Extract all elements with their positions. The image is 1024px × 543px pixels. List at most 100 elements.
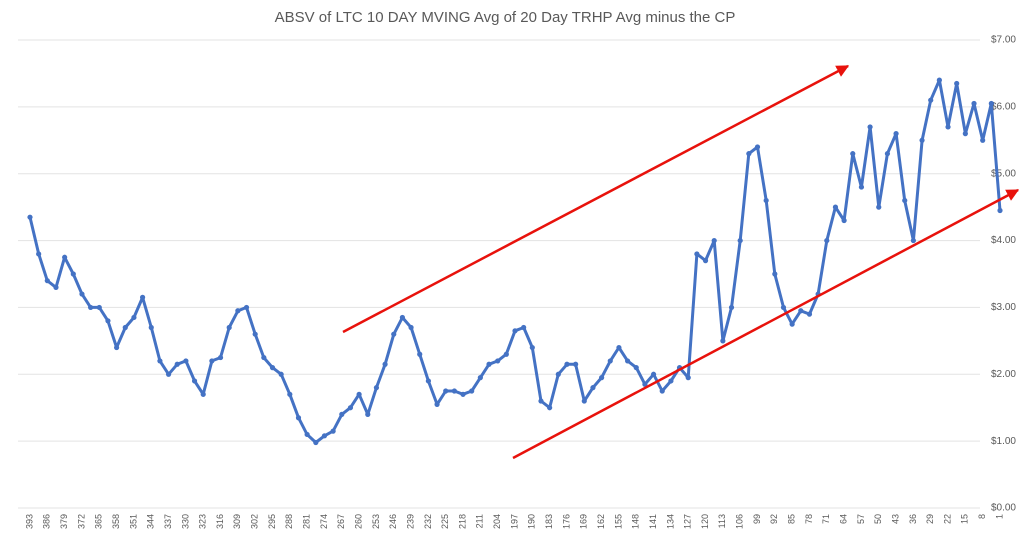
x-tick-label: 232 — [423, 514, 433, 529]
x-tick-label: 141 — [648, 514, 658, 529]
point — [590, 385, 596, 391]
x-tick-label: 281 — [302, 514, 312, 529]
x-tick-label: 162 — [596, 514, 606, 529]
point — [36, 251, 42, 257]
point — [737, 237, 743, 244]
point — [668, 378, 674, 384]
point — [876, 204, 882, 210]
point — [858, 184, 865, 190]
point — [191, 378, 198, 384]
point — [243, 304, 250, 311]
point — [650, 371, 657, 377]
x-tick-label: 344 — [146, 514, 156, 529]
point — [434, 401, 440, 407]
point — [399, 314, 406, 321]
point — [183, 358, 189, 364]
point — [417, 351, 423, 357]
point — [122, 324, 128, 331]
point — [486, 361, 492, 367]
point — [850, 151, 856, 157]
x-tick-label: 134 — [665, 514, 675, 529]
x-tick-label: 358 — [111, 514, 121, 529]
point — [980, 137, 986, 143]
point — [884, 151, 891, 157]
point — [910, 237, 916, 244]
point — [902, 197, 908, 204]
point — [382, 361, 388, 367]
x-tick-label: 8 — [977, 514, 987, 519]
x-tick-label: 57 — [856, 514, 866, 524]
x-tick-label: 288 — [284, 514, 294, 529]
point — [96, 304, 102, 311]
x-tick-label: 204 — [492, 514, 502, 529]
point — [806, 311, 813, 317]
x-tick-label: 169 — [579, 514, 589, 529]
point — [547, 405, 553, 411]
x-tick-label: 43 — [890, 514, 900, 524]
point — [425, 378, 431, 384]
x-tick-label: 176 — [561, 514, 571, 529]
point — [555, 371, 561, 377]
point — [365, 411, 371, 417]
point — [529, 344, 535, 351]
x-tick-label: 309 — [232, 514, 242, 529]
point — [772, 271, 778, 277]
point — [269, 365, 276, 371]
point — [339, 411, 345, 417]
y-tick-label: $3.00 — [991, 302, 1016, 313]
y-tick-label: $0.00 — [991, 503, 1016, 514]
point — [633, 365, 639, 371]
point — [746, 151, 752, 157]
x-tick-label: 36 — [908, 514, 918, 524]
x-tick-label: 316 — [215, 514, 225, 529]
x-tick-label: 183 — [544, 514, 554, 529]
x-tick-label: 155 — [613, 514, 623, 529]
point — [408, 324, 414, 331]
x-tick-label: 113 — [717, 514, 727, 528]
point — [451, 388, 457, 394]
point — [313, 439, 319, 446]
point — [27, 214, 33, 220]
point — [928, 97, 934, 103]
y-tick-label: $1.00 — [991, 436, 1016, 447]
x-tick-label: 246 — [388, 514, 398, 529]
point — [62, 254, 68, 260]
point — [477, 375, 483, 381]
x-tick-label: 365 — [94, 514, 104, 529]
point — [538, 398, 544, 404]
point — [720, 338, 726, 344]
x-tick-label: 274 — [319, 514, 329, 529]
point — [53, 284, 59, 290]
point — [217, 354, 224, 361]
point — [711, 237, 717, 244]
point — [763, 197, 769, 204]
point — [391, 331, 397, 337]
point — [694, 251, 700, 257]
point — [564, 361, 570, 367]
y-tick-label: $4.00 — [991, 235, 1016, 246]
point — [114, 344, 120, 351]
point — [70, 271, 76, 277]
point — [495, 358, 501, 364]
point — [278, 371, 284, 377]
x-tick-label: 386 — [42, 514, 52, 529]
x-tick-label: 379 — [59, 514, 69, 529]
point — [988, 100, 994, 107]
point — [832, 204, 839, 210]
point — [954, 80, 960, 87]
point — [261, 354, 267, 361]
point — [685, 375, 691, 381]
point — [971, 100, 977, 107]
point — [997, 207, 1003, 214]
point — [460, 391, 466, 397]
point — [165, 371, 172, 377]
x-tick-label: 64 — [838, 514, 848, 524]
x-tick-label: 239 — [405, 514, 415, 529]
x-tick-label: 393 — [24, 514, 34, 529]
point — [503, 351, 509, 357]
point — [235, 308, 241, 314]
x-tick-label: 337 — [163, 514, 173, 529]
point — [287, 391, 293, 397]
plot: $0.00 $1.00 $2.00 $3.00 $4.00 $5.00 $6.00 $7.00… — [18, 35, 1016, 529]
point — [521, 324, 527, 331]
